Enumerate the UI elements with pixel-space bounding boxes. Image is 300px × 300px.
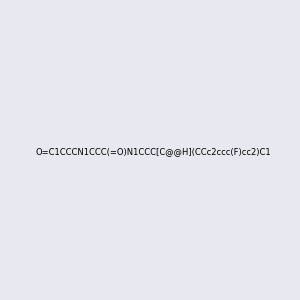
Text: O=C1CCCN1CCC(=O)N1CCC[C@@H](CCc2ccc(F)cc2)C1: O=C1CCCN1CCC(=O)N1CCC[C@@H](CCc2ccc(F)cc… — [36, 147, 272, 156]
